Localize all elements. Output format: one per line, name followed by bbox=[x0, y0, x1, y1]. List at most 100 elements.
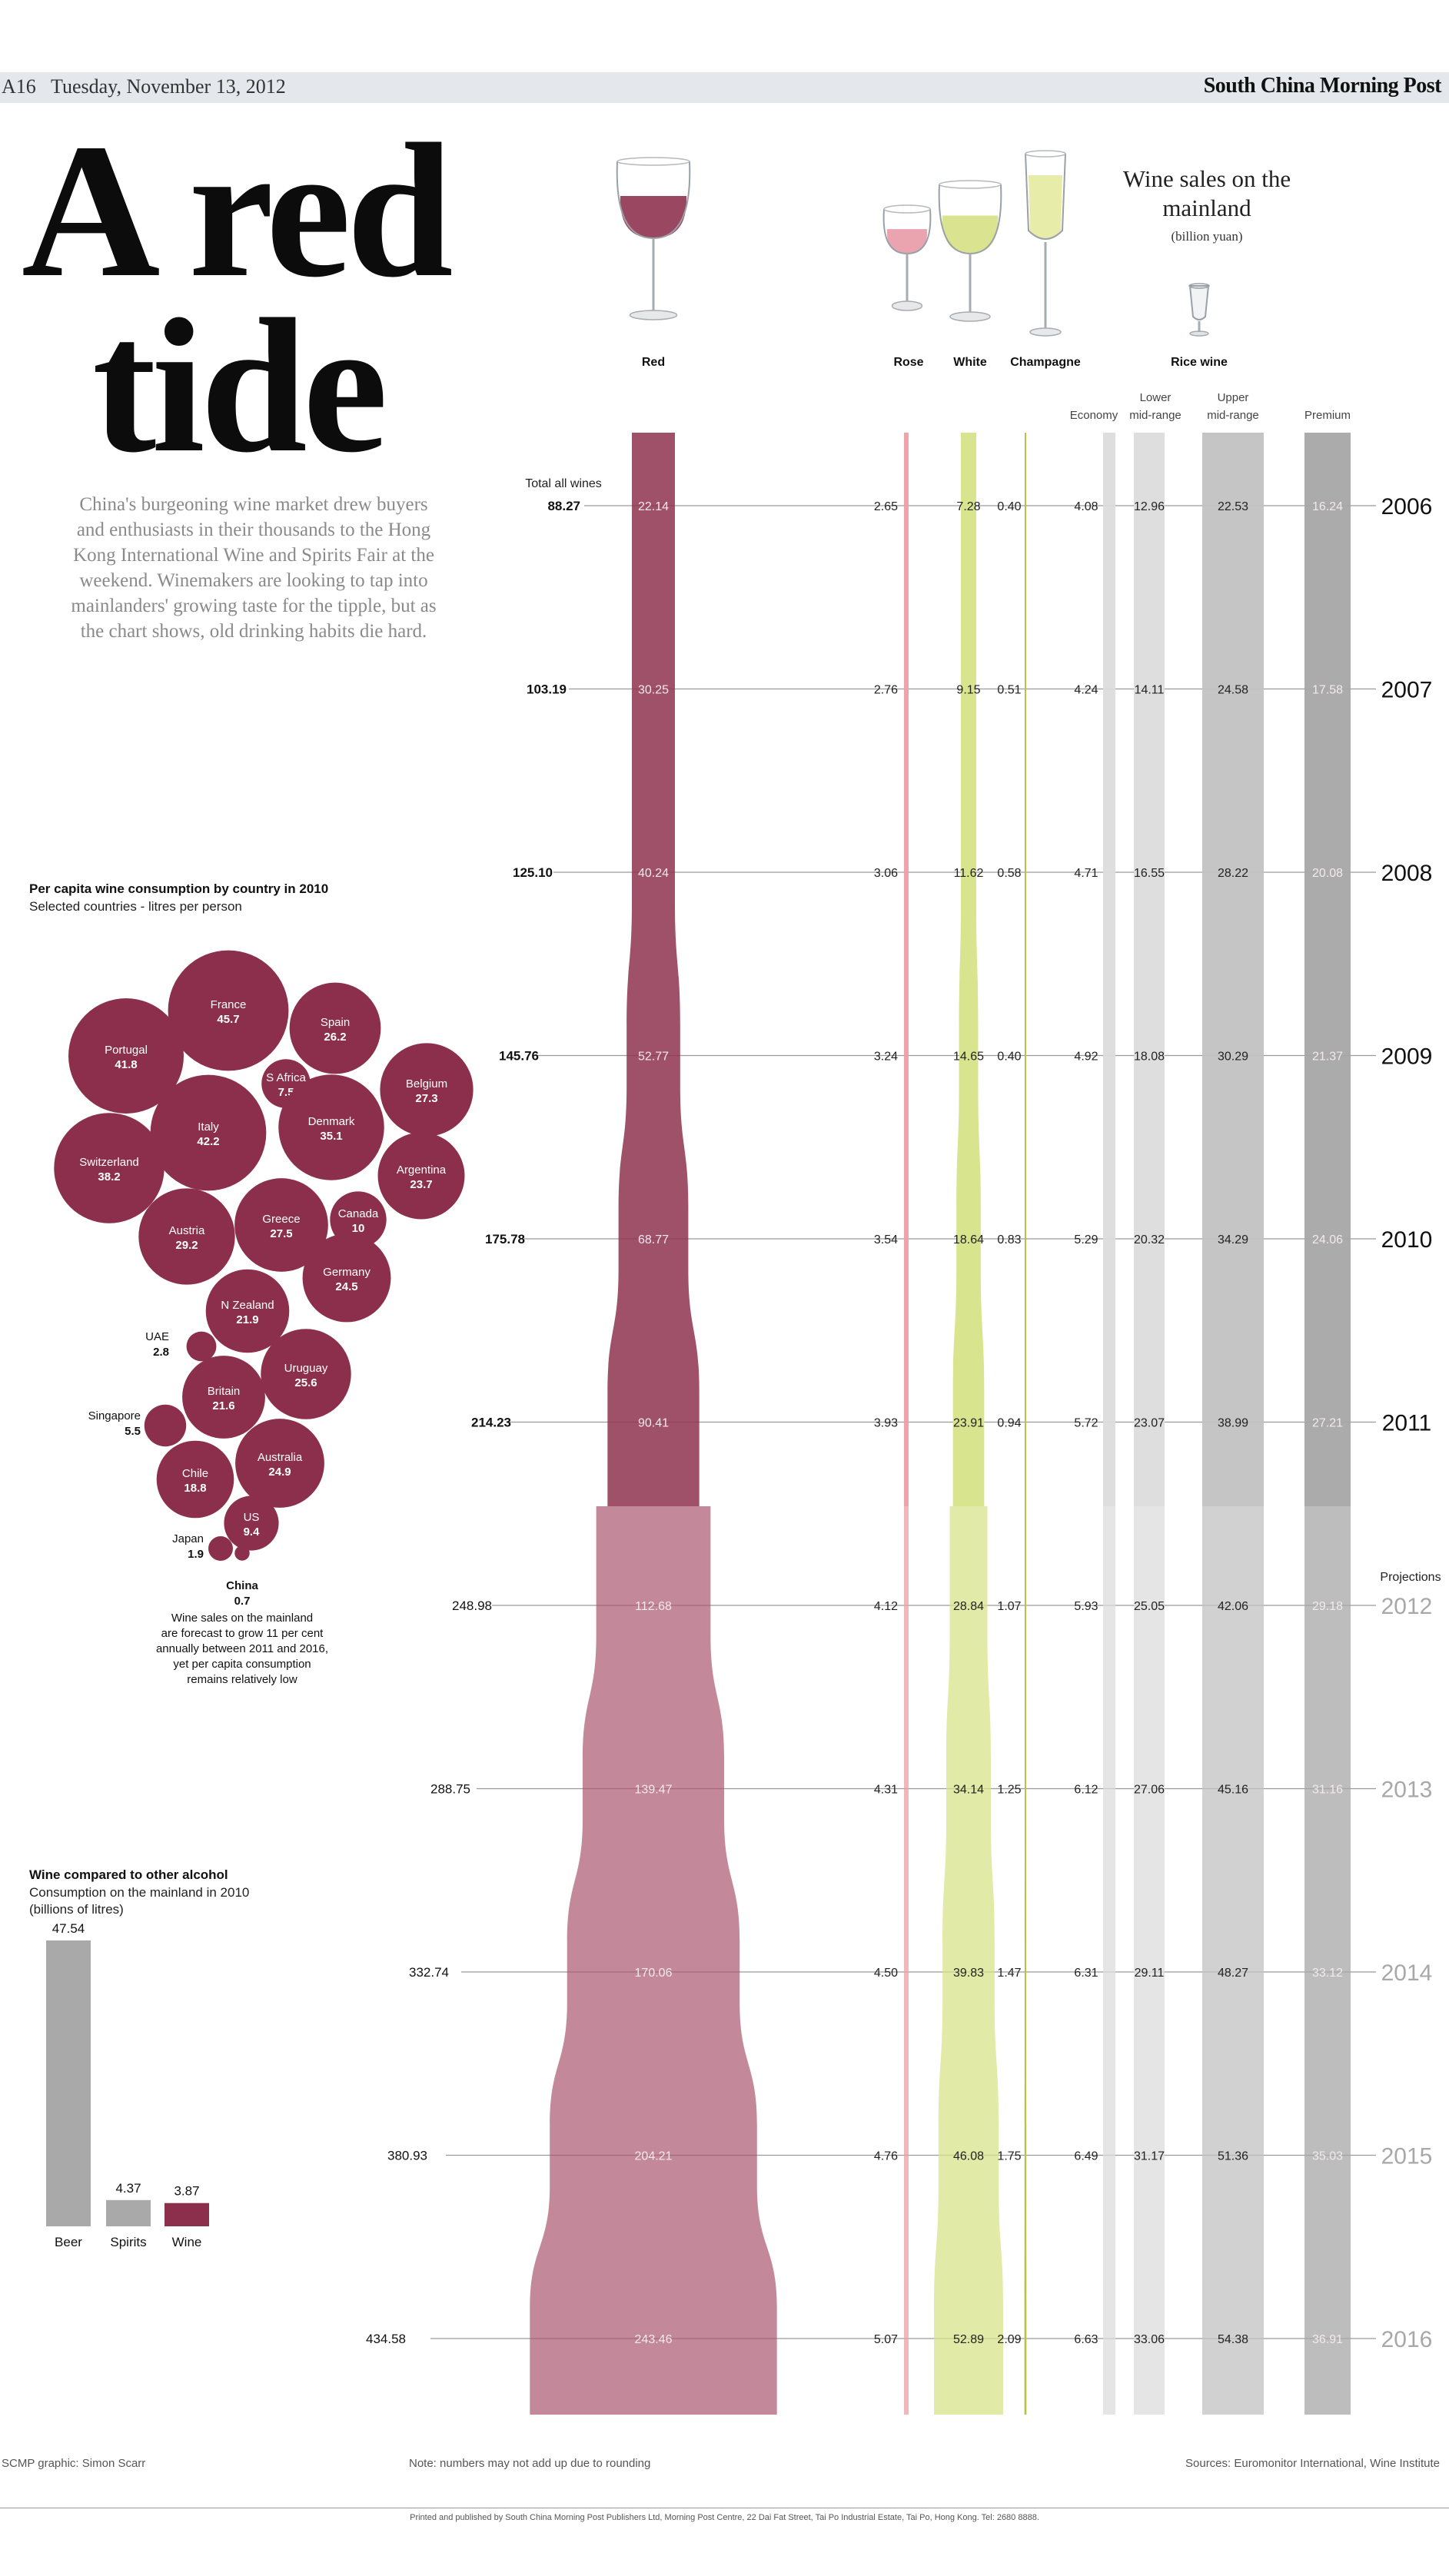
bubble-value: 21.9 bbox=[236, 1313, 258, 1326]
bubble-austria bbox=[138, 1188, 235, 1285]
bubble-label: US bbox=[244, 1511, 260, 1524]
bubble-uruguay bbox=[261, 1329, 351, 1419]
total-value-label: 175.78 bbox=[485, 1232, 525, 1247]
red-stream-value-label: 90.41 bbox=[638, 1417, 669, 1430]
china-annotation-line: remains relatively low bbox=[187, 1673, 297, 1686]
bubble-portugal bbox=[68, 998, 184, 1114]
economy-stream-value-label: 5.72 bbox=[1074, 1417, 1098, 1430]
white-stream-value-label: 9.15 bbox=[956, 684, 980, 697]
economy-stream-value-label: 5.93 bbox=[1074, 1600, 1098, 1613]
projections-label: Projections bbox=[1380, 1571, 1441, 1584]
rose-stream-value-label: 4.31 bbox=[874, 1784, 898, 1797]
red-stream-projection bbox=[530, 1506, 777, 2415]
economy-stream-value-label: 6.31 bbox=[1074, 1967, 1098, 1980]
bubble-label: Uruguay bbox=[284, 1362, 328, 1375]
economy-label: Economy bbox=[1070, 409, 1118, 422]
lower-mid-stream-value-label: 29.11 bbox=[1135, 1967, 1165, 1980]
economy-stream-value-label: 4.24 bbox=[1074, 684, 1098, 697]
champagne-stream-value-label: 1.75 bbox=[997, 2150, 1021, 2163]
bubble-value: 21.6 bbox=[212, 1399, 234, 1412]
red-stream-value-label: 68.77 bbox=[638, 1233, 669, 1247]
glass-rim bbox=[883, 204, 931, 214]
rose-glass-icon bbox=[882, 204, 932, 311]
economy-stream-actual bbox=[1103, 433, 1115, 1506]
bubble-label: S Africa bbox=[266, 1071, 306, 1084]
china-annotation-line: annually between 2011 and 2016, bbox=[156, 1642, 328, 1655]
bubble-greece bbox=[234, 1178, 328, 1272]
rose-stream-projection bbox=[904, 1506, 909, 2415]
bubble-n-zealand bbox=[205, 1269, 290, 1353]
premium-stream-value-label: 36.91 bbox=[1312, 2333, 1343, 2346]
glass-rim bbox=[616, 157, 690, 166]
rose-label: Rose bbox=[893, 356, 923, 369]
premium-stream-value-label: 27.21 bbox=[1312, 1417, 1343, 1430]
bubble-value: 24.5 bbox=[335, 1280, 357, 1293]
year-label: 2009 bbox=[1381, 1044, 1433, 1070]
bubble-label: France bbox=[211, 998, 247, 1011]
upper-mid-stream-value-label: 28.22 bbox=[1218, 867, 1248, 880]
bubble-value: 45.7 bbox=[217, 1013, 239, 1026]
lower-mid-stream-value-label: 20.32 bbox=[1134, 1233, 1165, 1247]
white-stream-actual bbox=[952, 433, 985, 1506]
bubble-belgium bbox=[380, 1043, 474, 1137]
china-annotation-line: are forecast to grow 11 per cent bbox=[161, 1627, 324, 1640]
upper-mid-stream-value-label: 48.27 bbox=[1218, 1967, 1248, 1980]
economy-stream-value-label: 5.29 bbox=[1074, 1233, 1098, 1247]
red-stream-value-label: 243.46 bbox=[635, 2333, 673, 2346]
flute-base bbox=[1029, 327, 1062, 337]
bubble-value: 5.5 bbox=[125, 1425, 141, 1438]
bubble-label: UAE bbox=[145, 1330, 169, 1343]
year-label: 2011 bbox=[1382, 1411, 1432, 1436]
bubble-label: Germany bbox=[323, 1266, 371, 1279]
champagne-glass-icon bbox=[1025, 150, 1066, 337]
premium-stream-projection bbox=[1304, 1506, 1351, 2415]
year-label: 2008 bbox=[1381, 861, 1433, 886]
wine-sales-subtitle: (billion yuan) bbox=[1171, 229, 1243, 244]
upper-mid-stream-value-label: 42.06 bbox=[1218, 1600, 1248, 1613]
total-value-label: 88.27 bbox=[547, 499, 580, 513]
lower-mid-stream-value-label: 25.05 bbox=[1134, 1600, 1165, 1613]
rose-stream-value-label: 4.12 bbox=[874, 1600, 898, 1613]
bubble-value: 2.8 bbox=[153, 1346, 169, 1359]
economy-stream-value-label: 6.49 bbox=[1074, 2150, 1098, 2163]
rose-stream-value-label: 4.50 bbox=[874, 1967, 898, 1980]
total-value-label: 125.10 bbox=[513, 865, 553, 880]
upper-mid-stream-value-label: 22.53 bbox=[1218, 500, 1248, 513]
bar-chart-subtitle-2: (billions of litres) bbox=[29, 1902, 124, 1917]
premium-label: Premium bbox=[1304, 409, 1351, 422]
champagne-stream-value-label: 1.25 bbox=[997, 1784, 1021, 1797]
rose-stream-value-label: 3.93 bbox=[874, 1417, 898, 1430]
bubble-value: 24.9 bbox=[268, 1466, 291, 1479]
premium-stream-value-label: 33.12 bbox=[1312, 1967, 1343, 1980]
rose-stream-value-label: 5.07 bbox=[874, 2333, 898, 2346]
bubble-chart-subtitle: Selected countries - litres per person bbox=[29, 899, 242, 914]
white-stream-value-label: 11.62 bbox=[954, 867, 984, 880]
economy-stream-value-label: 4.92 bbox=[1074, 1051, 1098, 1064]
bubble-argentina bbox=[377, 1132, 465, 1220]
bubble-switzerland bbox=[54, 1113, 165, 1223]
intro-text: China's burgeoning wine market drew buye… bbox=[71, 494, 437, 642]
premium-stream-value-label: 16.24 bbox=[1312, 500, 1343, 513]
rose-stream-value-label: 3.06 bbox=[874, 867, 898, 880]
bubble-value: 38.2 bbox=[98, 1170, 120, 1183]
upper-mid-label: Upper bbox=[1218, 391, 1249, 404]
bubble-label: Chile bbox=[182, 1467, 208, 1480]
cup-body bbox=[1188, 285, 1210, 320]
bubble-britain bbox=[182, 1356, 265, 1439]
year-label: 2007 bbox=[1381, 678, 1433, 703]
bubble-value: 27.3 bbox=[415, 1092, 437, 1105]
bubble-value: 1.9 bbox=[188, 1548, 204, 1561]
year-label: 2006 bbox=[1381, 494, 1433, 520]
glass-wine-fill bbox=[620, 196, 687, 238]
bubble-label: Greece bbox=[262, 1213, 300, 1226]
white-label: White bbox=[953, 356, 987, 369]
header-bar bbox=[0, 72, 1449, 103]
white-stream-projection bbox=[934, 1506, 1003, 2415]
bar-value-label: 47.54 bbox=[52, 1921, 85, 1936]
upper-mid-stream-value-label: 54.38 bbox=[1218, 2333, 1248, 2346]
champagne-stream-value-label: 0.51 bbox=[997, 684, 1021, 697]
red-glass-icon bbox=[616, 157, 691, 320]
total-all-wines-label: Total all wines bbox=[525, 477, 602, 490]
bubble-label: Britain bbox=[208, 1385, 241, 1398]
bubble-value: 18.8 bbox=[184, 1482, 206, 1495]
